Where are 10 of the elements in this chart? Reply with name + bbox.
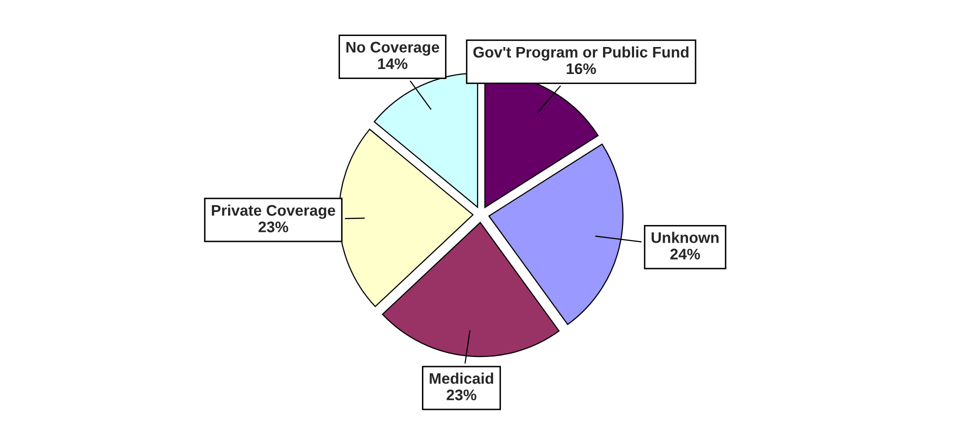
data-label: 14% — [378, 58, 408, 70]
slice-label: No Coverage — [346, 42, 440, 56]
slice-label: Private Coverage — [212, 204, 336, 219]
data-label: 23% — [446, 390, 476, 400]
data-label: 24% — [670, 248, 700, 260]
slice-label: Unknown — [652, 232, 719, 244]
data-label: 16% — [566, 63, 596, 74]
slice-label: Gov't Program or Public Fund — [473, 46, 688, 61]
slice-label: Medicaid — [430, 372, 494, 384]
data-label: 23% — [258, 222, 288, 232]
